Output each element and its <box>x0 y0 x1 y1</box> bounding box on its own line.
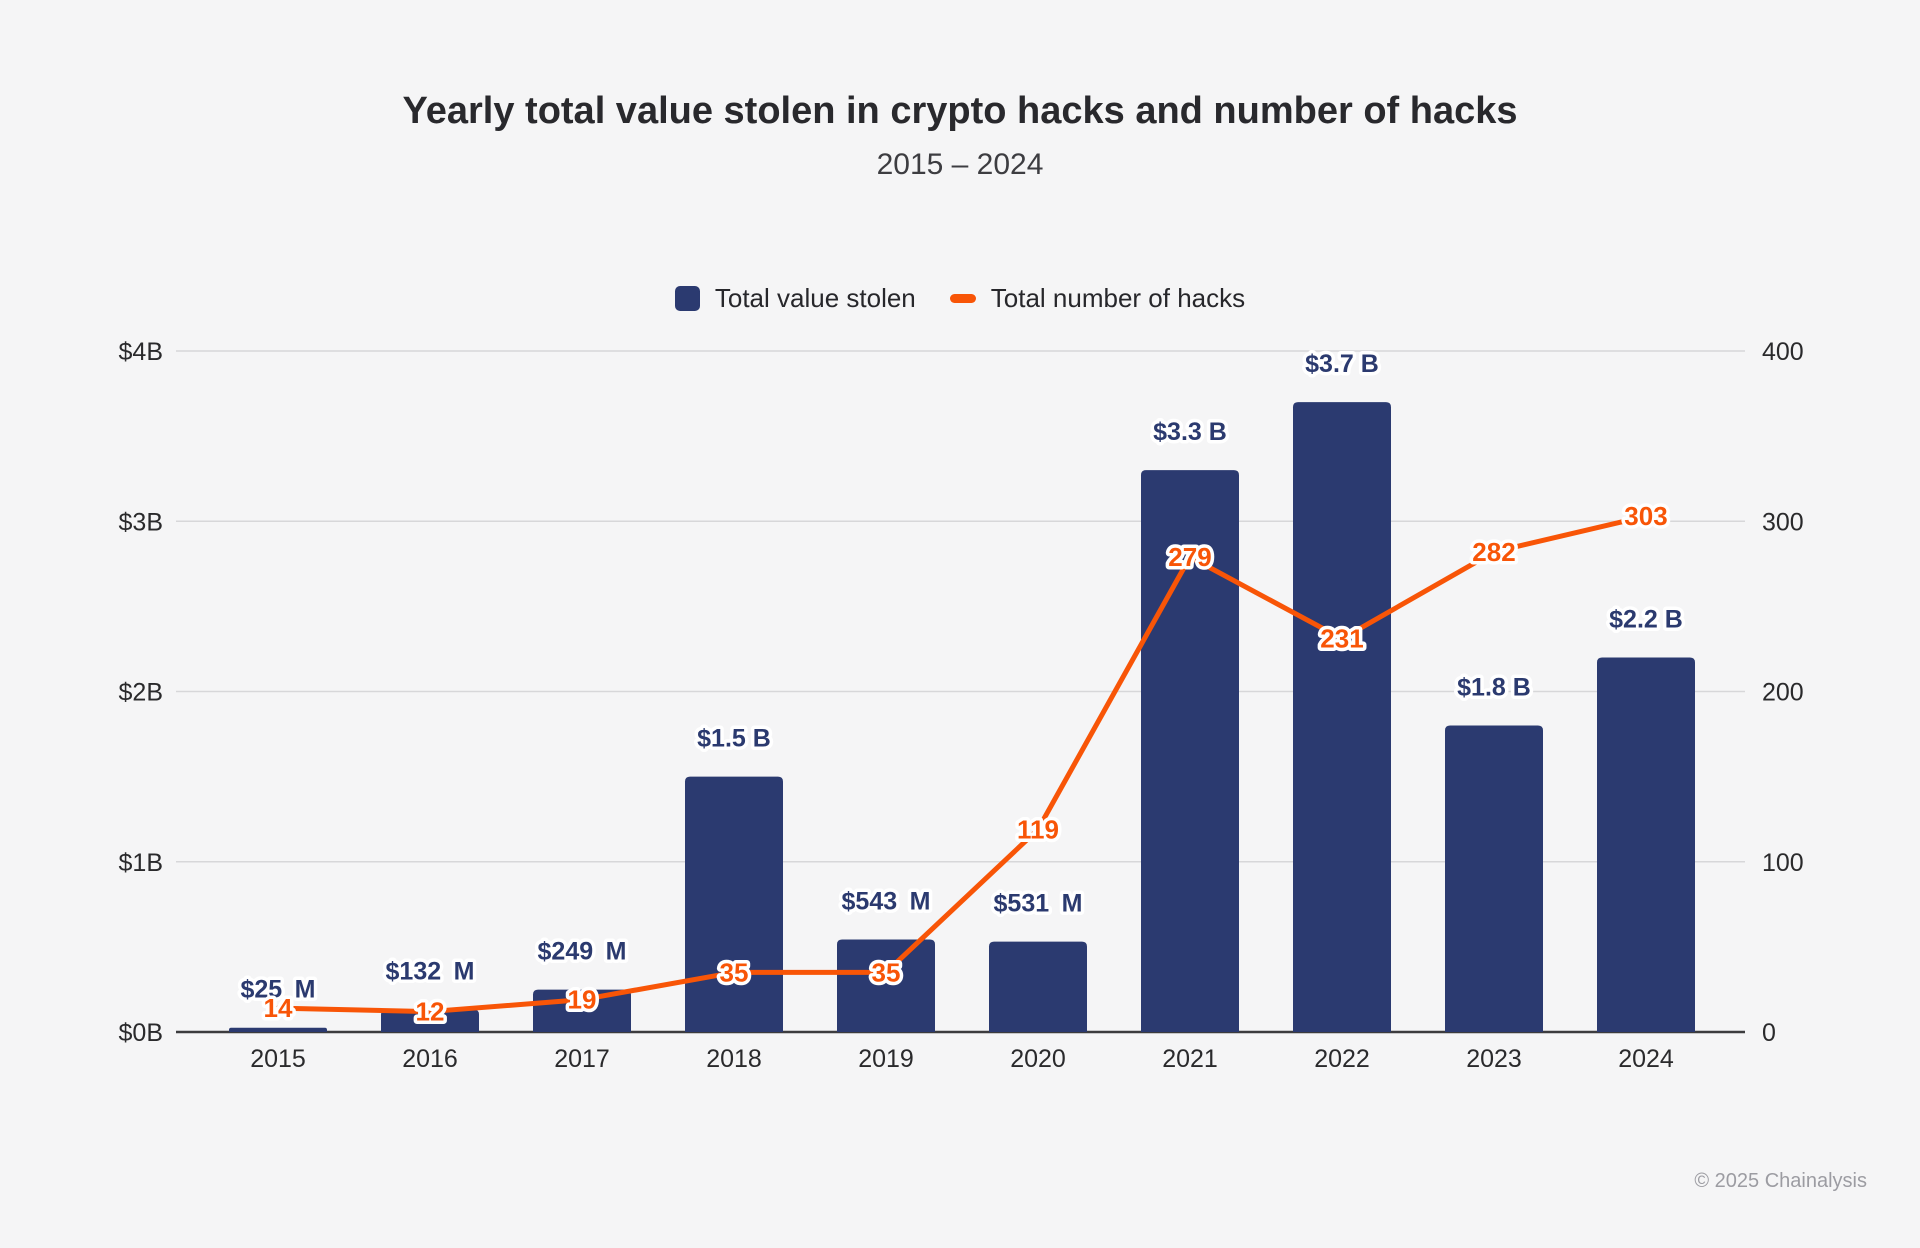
hacks-count-label-2019: 35 <box>872 957 901 987</box>
hacks-count-label-2015: 14 <box>264 993 293 1023</box>
copyright: © 2025 Chainalysis <box>1694 1170 1867 1192</box>
legend-line-swatch-icon <box>949 294 976 303</box>
legend-item-label: Total value stolen <box>714 283 916 313</box>
bar-value-label-2020: $531 M <box>994 890 1083 918</box>
bar-value-label-2022: $3.7 B <box>1305 350 1379 378</box>
legend: Total value stolen Total number of hacks <box>0 283 1920 314</box>
hacks-count-label-2020: 119 <box>1017 814 1059 844</box>
legend-item-label: Total number of hacks <box>990 283 1246 313</box>
bar-2016 <box>381 1009 479 1032</box>
right-axis-tick-100: 100 <box>1762 849 1804 877</box>
x-axis-label-2015: 2015 <box>250 1045 306 1073</box>
hacks-count-label-2022: 231 <box>1320 624 1363 654</box>
bar-value-label-2018: $1.5 B <box>697 725 771 753</box>
left-axis-tick-$4B: $4B <box>119 338 163 366</box>
legend-bar-swatch-icon <box>674 286 700 311</box>
right-axis-tick-300: 300 <box>1762 508 1804 536</box>
bar-value-label-2024: $2.2 B <box>1609 605 1683 633</box>
x-axis-label-2023: 2023 <box>1466 1045 1522 1073</box>
x-axis-label-2018: 2018 <box>706 1045 762 1073</box>
hacks-count-label-2017: 19 <box>568 985 597 1015</box>
left-axis-tick-$0B: $0B <box>119 1019 163 1047</box>
left-axis-tick-$3B: $3B <box>119 508 163 536</box>
bar-2020 <box>989 941 1087 1032</box>
bar-value-label-2017: $249 M <box>538 938 627 966</box>
bar-2023 <box>1445 725 1543 1032</box>
legend-item-total-value-stolen: Total value stolen <box>674 283 916 314</box>
x-axis-label-2016: 2016 <box>402 1045 458 1073</box>
bar-2021 <box>1141 470 1239 1032</box>
hacks-count-label-2023: 282 <box>1472 537 1515 567</box>
hacks-count-label-2016: 12 <box>416 997 445 1027</box>
x-axis-label-2020: 2020 <box>1010 1045 1066 1073</box>
legend-item-total-number-of-hacks: Total number of hacks <box>949 283 1246 314</box>
bar-value-label-2019: $543 M <box>842 888 931 916</box>
x-axis-label-2022: 2022 <box>1314 1045 1370 1073</box>
left-axis-tick-$1B: $1B <box>119 849 163 877</box>
left-axis-tick-$2B: $2B <box>119 679 163 707</box>
bar-2015 <box>229 1027 327 1032</box>
hacks-count-label-2021: 279 <box>1168 542 1211 572</box>
hacks-count-label-2024: 303 <box>1624 501 1667 531</box>
right-axis-tick-400: 400 <box>1762 338 1804 366</box>
bar-2018 <box>685 776 783 1032</box>
bar-2022 <box>1293 402 1391 1032</box>
bar-value-label-2023: $1.8 B <box>1457 674 1531 702</box>
chart-title: Yearly total value stolen in crypto hack… <box>402 90 1518 132</box>
hacks-count-label-2018: 35 <box>720 957 749 987</box>
chart-subtitle: 2015 – 2024 <box>876 148 1044 181</box>
bar-value-label-2015: $25 M <box>240 976 315 1004</box>
x-axis-label-2021: 2021 <box>1162 1045 1218 1073</box>
bar-value-label-2021: $3.3 B <box>1153 418 1227 446</box>
bar-2024 <box>1597 657 1695 1032</box>
right-axis-tick-0: 0 <box>1762 1019 1776 1047</box>
bar-value-label-2016: $132 M <box>386 958 475 986</box>
x-axis-label-2017: 2017 <box>554 1045 610 1073</box>
hacks-line <box>275 513 1649 1015</box>
bar-2019 <box>837 939 935 1032</box>
x-axis-label-2024: 2024 <box>1618 1045 1674 1073</box>
right-axis-tick-200: 200 <box>1762 679 1804 707</box>
x-axis-label-2019: 2019 <box>858 1045 914 1073</box>
